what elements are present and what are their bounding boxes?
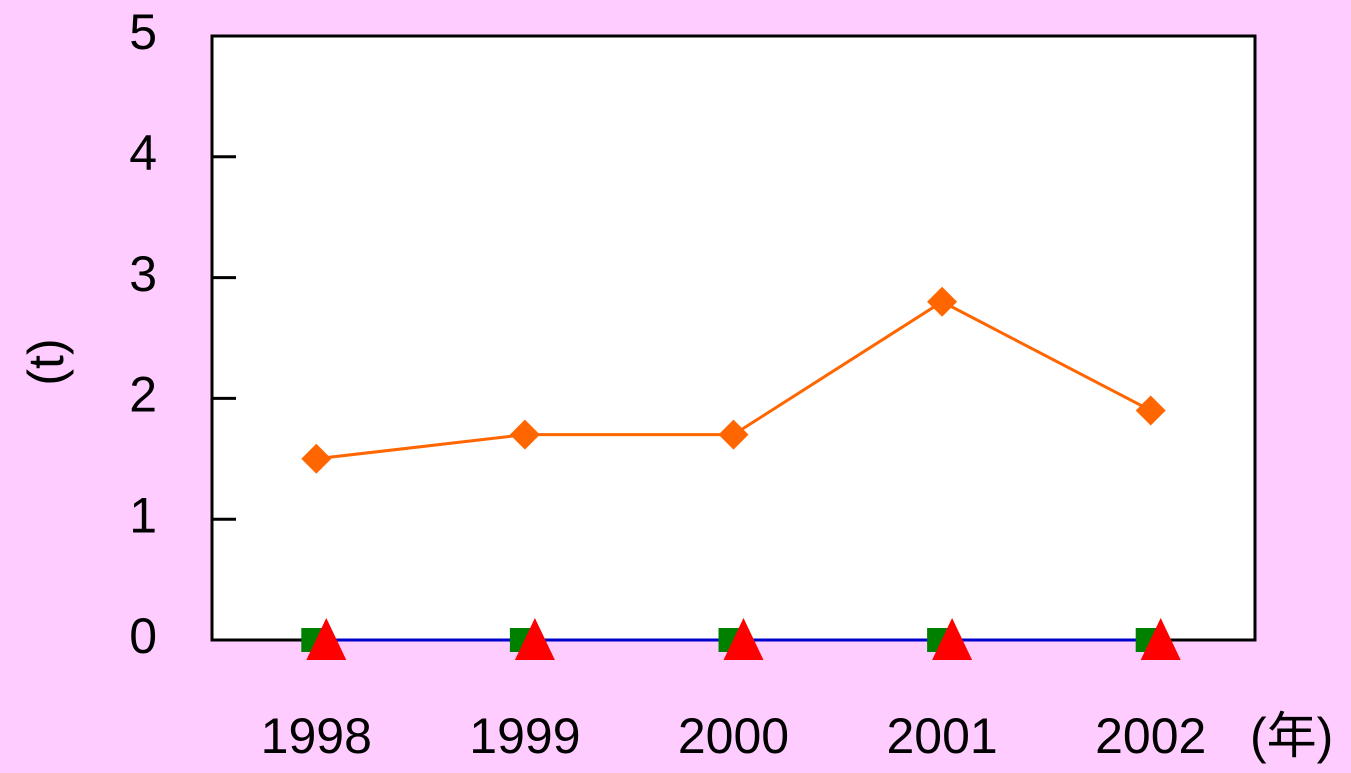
x-axis-unit: (年) bbox=[1250, 708, 1333, 764]
y-tick-label: 2 bbox=[129, 367, 157, 423]
x-tick-label: 2001 bbox=[886, 708, 997, 764]
y-tick-label: 1 bbox=[129, 487, 157, 543]
diamond-marker bbox=[301, 443, 332, 474]
y-tick-label: 3 bbox=[129, 246, 157, 302]
triangle-marker bbox=[723, 618, 764, 660]
x-tick-label: 1998 bbox=[261, 708, 372, 764]
x-tick-label: 2000 bbox=[678, 708, 789, 764]
y-axis-label: (t) bbox=[18, 338, 74, 385]
triangle-marker bbox=[1140, 618, 1181, 660]
diamond-marker bbox=[1135, 395, 1166, 426]
y-tick-label: 4 bbox=[129, 125, 157, 181]
y-tick-label: 5 bbox=[129, 4, 157, 60]
plot-area bbox=[210, 34, 1257, 642]
diamond-marker bbox=[509, 419, 540, 450]
diamond-marker bbox=[718, 419, 749, 450]
diamond-marker bbox=[927, 286, 958, 317]
triangle-marker bbox=[514, 618, 555, 660]
x-tick-label: 2002 bbox=[1095, 708, 1206, 764]
x-tick-label: 1999 bbox=[469, 708, 580, 764]
triangle-marker bbox=[932, 618, 973, 660]
y-tick-label: 0 bbox=[129, 608, 157, 664]
triangle-marker bbox=[306, 618, 347, 660]
